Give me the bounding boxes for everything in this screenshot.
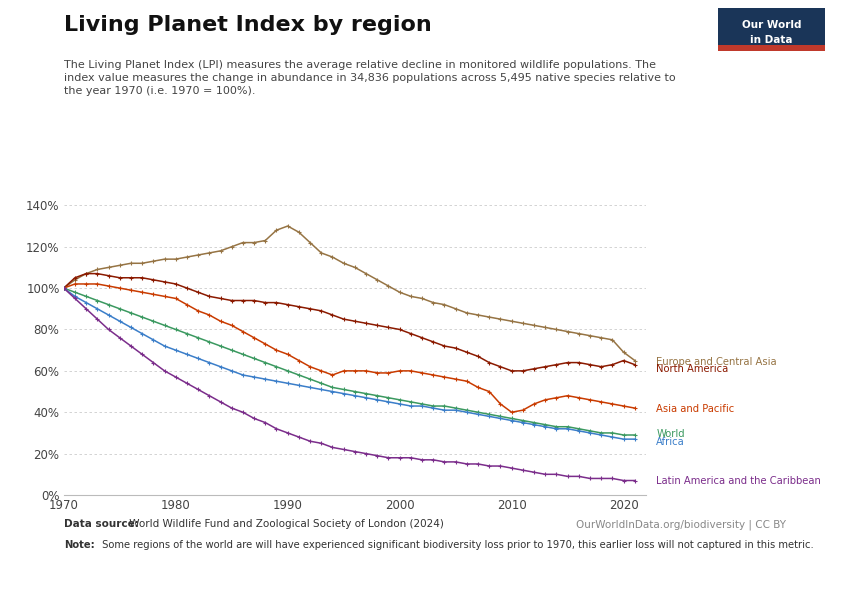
Text: Data source:: Data source: xyxy=(64,519,139,529)
Text: in Data: in Data xyxy=(750,35,792,45)
Text: Our World: Our World xyxy=(741,20,801,30)
FancyBboxPatch shape xyxy=(718,44,824,51)
Text: Latin America and the Caribbean: Latin America and the Caribbean xyxy=(656,476,821,486)
Text: Some regions of the world are will have experienced significant biodiversity los: Some regions of the world are will have … xyxy=(99,540,814,550)
Text: Note:: Note: xyxy=(64,540,94,550)
Text: OurWorldInData.org/biodiversity | CC BY: OurWorldInData.org/biodiversity | CC BY xyxy=(576,519,786,529)
Text: The Living Planet Index (LPI) measures the average relative decline in monitored: The Living Planet Index (LPI) measures t… xyxy=(64,60,676,97)
Text: Living Planet Index by region: Living Planet Index by region xyxy=(64,15,432,35)
Text: World Wildlife Fund and Zoological Society of London (2024): World Wildlife Fund and Zoological Socie… xyxy=(126,519,444,529)
Text: Asia and Pacific: Asia and Pacific xyxy=(656,404,734,414)
Text: World: World xyxy=(656,429,685,439)
FancyBboxPatch shape xyxy=(718,8,824,51)
Text: Africa: Africa xyxy=(656,437,685,446)
Text: Europe and Central Asia: Europe and Central Asia xyxy=(656,356,777,367)
Text: North America: North America xyxy=(656,364,728,374)
